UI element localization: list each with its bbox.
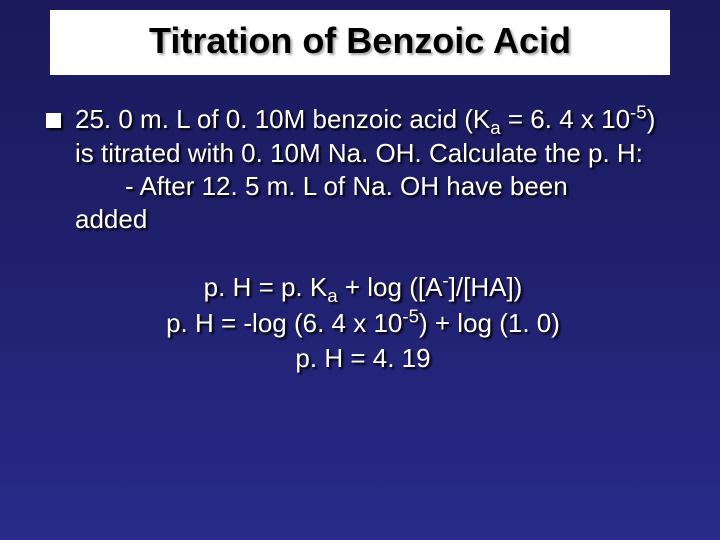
superscript: -5 [630, 102, 647, 123]
bullet-text: 25. 0 m. L of 0. 10M benzoic acid (Ka = … [75, 103, 680, 236]
bullet-item: 25. 0 m. L of 0. 10M benzoic acid (Ka = … [46, 103, 680, 236]
text-fragment: - After 12. 5 m. L of Na. OH have been [125, 171, 568, 201]
slide-title: Titration of Benzoic Acid [50, 10, 670, 75]
square-bullet-icon [46, 113, 61, 128]
text-fragment: added [75, 204, 147, 234]
equation-line: p. H = -log (6. 4 x 10-5) + log (1. 0) [46, 306, 680, 341]
equation-line: p. H = 4. 19 [46, 341, 680, 376]
subscript: a [327, 286, 337, 307]
subscript: a [490, 118, 500, 139]
slide: Titration of Benzoic Acid 25. 0 m. L of … [0, 0, 720, 540]
text-fragment: p. H = p. K [204, 272, 328, 302]
slide-body: 25. 0 m. L of 0. 10M benzoic acid (Ka = … [40, 103, 680, 375]
text-fragment: p. H = -log (6. 4 x 10 [166, 308, 402, 338]
text-fragment: + log ([A [338, 272, 443, 302]
equation-line: p. H = p. Ka + log ([A-]/[HA]) [46, 270, 680, 305]
text-fragment: = 6. 4 x [501, 104, 601, 134]
superscript: -5 [402, 305, 419, 326]
text-fragment: ) + log (1. 0) [419, 308, 560, 338]
text-fragment: 25. 0 m. L of 0. 10M benzoic acid (K [75, 104, 490, 134]
equations-block: p. H = p. Ka + log ([A-]/[HA]) p. H = -l… [46, 270, 680, 375]
text-fragment: 10 [601, 104, 630, 134]
sub-bullet: - After 12. 5 m. L of Na. OH have been [75, 170, 680, 203]
text-fragment: ]/[HA]) [449, 272, 523, 302]
text-fragment: Calculate the p. H: [429, 138, 643, 168]
